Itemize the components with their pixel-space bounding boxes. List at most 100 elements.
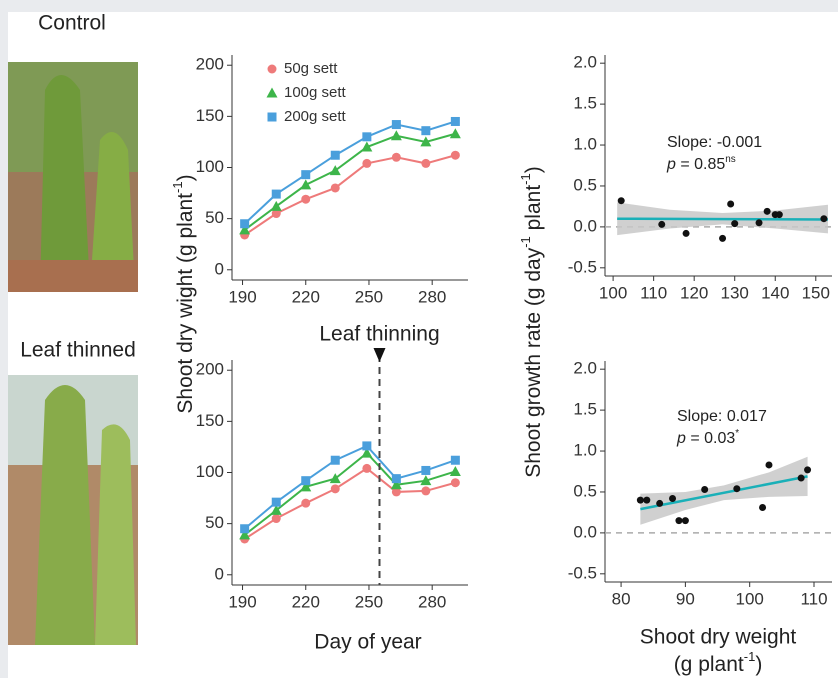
series-line xyxy=(244,154,456,236)
y-tick-label: -0.5 xyxy=(568,563,597,582)
y-tick-label: 0.5 xyxy=(573,481,597,500)
y-tick-label: 0 xyxy=(215,259,224,278)
marker xyxy=(240,524,250,534)
marker xyxy=(271,497,281,507)
x-tick-label: 250 xyxy=(355,592,383,611)
x-tick-label: 120 xyxy=(680,283,708,302)
label-part: ) xyxy=(522,166,545,173)
point xyxy=(763,207,771,215)
point xyxy=(681,517,689,525)
label-part: -1 xyxy=(518,173,533,185)
photo-leaf-thinned xyxy=(8,375,138,645)
y-tick-label: 150 xyxy=(196,106,224,125)
x-tick-label: 220 xyxy=(292,287,320,306)
label-part: p xyxy=(676,430,686,447)
photo-control xyxy=(8,62,138,292)
label-part: = 0.85 xyxy=(676,156,725,173)
marker xyxy=(330,183,340,193)
marker xyxy=(391,152,401,162)
marker xyxy=(362,441,372,451)
y-axis-label: Shoot dry wight (g plant-1) xyxy=(170,174,197,413)
label-part: = 0.03 xyxy=(686,430,735,447)
legend-label: 200g sett xyxy=(284,108,347,125)
label-part: -1 xyxy=(170,181,185,193)
y-tick-label: 0.0 xyxy=(573,216,597,235)
point xyxy=(675,517,683,525)
marker xyxy=(390,479,402,490)
y-tick-label: 1.5 xyxy=(573,400,597,419)
legend-marker xyxy=(267,112,277,122)
marker xyxy=(449,465,461,476)
marker xyxy=(421,158,431,168)
marker xyxy=(362,463,372,473)
annotation: Slope: -0.001 xyxy=(667,134,762,151)
x-axis-label: Shoot dry weight xyxy=(640,626,797,649)
x-axis-label: Day of year xyxy=(314,631,421,654)
y-tick-label: 150 xyxy=(196,411,224,430)
label-part: plant xyxy=(522,185,545,237)
point xyxy=(682,229,690,237)
marker xyxy=(271,209,281,219)
marker xyxy=(301,194,311,204)
legend-label: 50g sett xyxy=(284,60,338,77)
marker xyxy=(450,116,460,126)
marker xyxy=(239,224,251,235)
legend-label: 100g sett xyxy=(284,84,347,101)
x-tick-label: 100 xyxy=(736,589,764,608)
marker xyxy=(300,179,312,190)
marker xyxy=(361,141,373,152)
point xyxy=(731,220,739,228)
point xyxy=(733,485,741,493)
point xyxy=(759,504,767,512)
photo-label: Control xyxy=(38,12,106,35)
y-tick-label: 2.0 xyxy=(573,359,597,378)
label-part: ns xyxy=(725,154,736,165)
marker xyxy=(330,455,340,465)
marker xyxy=(301,498,311,508)
marker xyxy=(240,219,250,229)
marker xyxy=(450,478,460,488)
y-tick-label: 50 xyxy=(205,208,224,227)
label-part: -1 xyxy=(744,649,756,664)
y-axis-label: Shoot growth rate (g day-1 plant-1) xyxy=(518,166,545,478)
point xyxy=(701,486,709,494)
y-tick-label: 200 xyxy=(196,55,224,74)
legend-marker xyxy=(267,64,277,74)
y-tick-label: 0 xyxy=(215,564,224,583)
marker xyxy=(391,487,401,497)
x-tick-label: 220 xyxy=(292,592,320,611)
label-part: -1 xyxy=(518,236,533,248)
marker xyxy=(300,481,312,492)
label-part: * xyxy=(735,428,739,439)
x-tick-label: 190 xyxy=(228,592,256,611)
point xyxy=(643,496,651,504)
marker xyxy=(420,136,432,147)
label-part: ) xyxy=(755,653,762,676)
y-tick-label: 100 xyxy=(196,157,224,176)
point xyxy=(719,234,727,242)
annotation: Slope: 0.017 xyxy=(677,408,767,425)
x-tick-label: 110 xyxy=(800,589,827,608)
marker xyxy=(301,170,311,180)
marker xyxy=(449,128,461,139)
marker xyxy=(329,473,341,484)
y-tick-label: 1.0 xyxy=(573,441,597,460)
y-tick-label: 50 xyxy=(205,513,224,532)
y-tick-label: 1.5 xyxy=(573,94,597,113)
x-tick-label: 100 xyxy=(599,283,627,302)
marker xyxy=(270,504,282,515)
marker xyxy=(330,484,340,494)
point xyxy=(658,220,666,228)
x-tick-label: 150 xyxy=(802,283,830,302)
point xyxy=(765,461,773,469)
marker xyxy=(239,529,251,540)
x-tick-label: 190 xyxy=(228,287,256,306)
marker xyxy=(301,476,311,486)
fit-line xyxy=(617,217,828,221)
marker xyxy=(420,475,432,486)
point xyxy=(636,496,644,504)
y-tick-label: 100 xyxy=(196,462,224,481)
x-tick-label: 110 xyxy=(640,283,667,302)
annotation: p = 0.03* xyxy=(676,428,739,447)
